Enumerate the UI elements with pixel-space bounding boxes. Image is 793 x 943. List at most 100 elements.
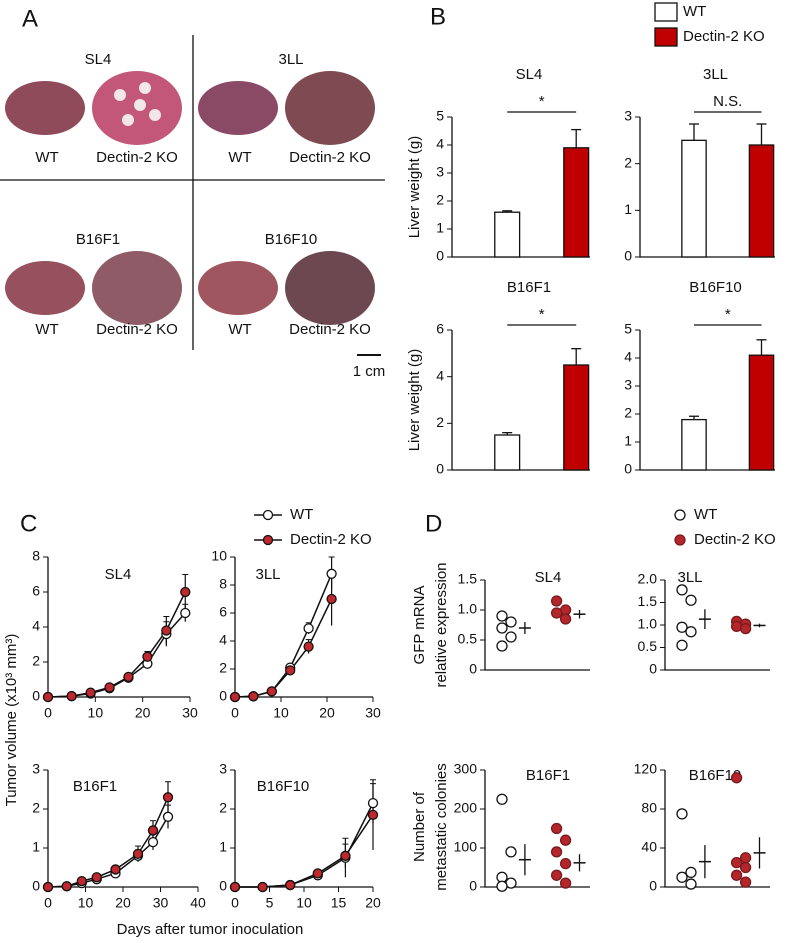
nodule	[122, 114, 134, 126]
y-tick-label: 0	[32, 878, 40, 894]
dot	[676, 639, 688, 651]
tile-title: 3LL	[278, 51, 303, 68]
marker	[367, 809, 379, 820]
y-tick-label: 2	[219, 660, 227, 676]
dot	[550, 846, 563, 858]
marker	[248, 691, 259, 702]
y-tick-label: 0.5	[638, 638, 658, 654]
marker	[303, 623, 314, 634]
x-tick-label: 10	[273, 705, 289, 721]
marker	[104, 682, 115, 693]
chart-title: B16F1	[73, 778, 117, 795]
bar	[563, 364, 590, 471]
marker	[132, 848, 144, 859]
dot	[496, 622, 508, 634]
legend-swatch	[654, 2, 678, 22]
dot	[496, 880, 508, 892]
chart-title: B16F1	[526, 767, 570, 784]
legend-label: Dectin-2 KO	[683, 28, 765, 45]
x-tick-label: 10	[78, 895, 94, 911]
legend-label: WT	[290, 506, 313, 523]
x-axis-label: Days after tumor inoculation	[117, 921, 304, 938]
liver-photo	[5, 81, 85, 135]
liver-photo	[198, 261, 278, 315]
y-tick-label: 3	[624, 108, 632, 124]
dot	[505, 631, 517, 643]
x-tick-label: 10	[296, 895, 312, 911]
legend-marker	[674, 534, 686, 546]
tile-label: WT	[228, 321, 251, 338]
y-tick-label: 0	[469, 661, 477, 677]
y-tick-label: 80	[641, 800, 657, 816]
significance-label: *	[725, 306, 731, 323]
chart-title: 3LL	[677, 569, 702, 586]
dot	[676, 871, 688, 883]
x-tick-label: 20	[365, 895, 381, 911]
y-axis-label: Tumor volume (x10³ mm³)	[3, 634, 20, 807]
legend-label: WT	[683, 3, 706, 20]
dot	[739, 876, 752, 888]
y-tick-label: 300	[454, 761, 478, 777]
x-tick-label: 0	[231, 895, 239, 911]
nodule	[139, 82, 151, 94]
x-tick-label: 15	[331, 895, 347, 911]
y-axis-label: relative expression	[433, 562, 450, 687]
y-tick-label: 1.0	[638, 616, 658, 632]
y-tick-label: 4	[436, 367, 444, 383]
y-tick-label: 0	[219, 878, 227, 894]
dot	[496, 640, 508, 652]
y-tick-label: 1.5	[458, 571, 478, 587]
nodule	[149, 109, 161, 121]
y-tick-label: 0	[469, 878, 477, 894]
chart-title: B16F10	[689, 279, 742, 296]
chart-title: SL4	[105, 566, 132, 583]
y-tick-label: 6	[436, 321, 444, 337]
significance-label: *	[539, 93, 545, 110]
y-tick-label: 0	[624, 248, 632, 264]
chart-title: B16F1	[507, 279, 551, 296]
marker	[229, 881, 241, 893]
panel-label: C	[20, 510, 37, 537]
x-tick-label: 40	[190, 895, 206, 911]
x-tick-label: 30	[153, 895, 169, 911]
bar	[494, 211, 521, 258]
y-tick-label: 3	[219, 761, 227, 777]
x-tick-label: 30	[182, 705, 198, 721]
marker	[266, 686, 277, 697]
y-tick-label: 0	[624, 461, 632, 477]
y-tick-label: 3	[32, 761, 40, 777]
marker	[326, 593, 337, 605]
y-tick-label: 40	[641, 839, 657, 855]
y-tick-label: 2	[436, 414, 444, 430]
dot	[676, 621, 688, 633]
y-tick-label: 8	[219, 576, 227, 592]
tile-label: WT	[35, 321, 58, 338]
dot	[685, 626, 697, 638]
dot	[685, 878, 697, 890]
marker	[147, 825, 159, 836]
marker	[61, 881, 72, 892]
y-tick-label: 0.5	[458, 631, 478, 647]
marker	[326, 568, 337, 579]
marker	[367, 798, 379, 809]
marker	[142, 651, 153, 662]
dot	[550, 595, 563, 607]
marker	[162, 811, 174, 822]
marker	[147, 837, 159, 848]
panel-label: A	[22, 5, 38, 32]
y-tick-label: 6	[32, 583, 40, 599]
marker	[180, 607, 191, 619]
dot	[559, 613, 572, 625]
marker	[110, 864, 121, 875]
x-tick-label: 0	[44, 895, 52, 911]
y-tick-label: 10	[211, 548, 227, 564]
x-tick-label: 20	[115, 895, 131, 911]
significance-label: N.S.	[713, 93, 742, 110]
marker	[66, 690, 77, 702]
nodule	[114, 89, 126, 101]
y-tick-label: 0	[32, 688, 40, 704]
bar	[681, 139, 707, 258]
dot	[550, 607, 563, 619]
y-tick-label: 4	[624, 349, 632, 365]
liver-photo	[5, 261, 85, 315]
